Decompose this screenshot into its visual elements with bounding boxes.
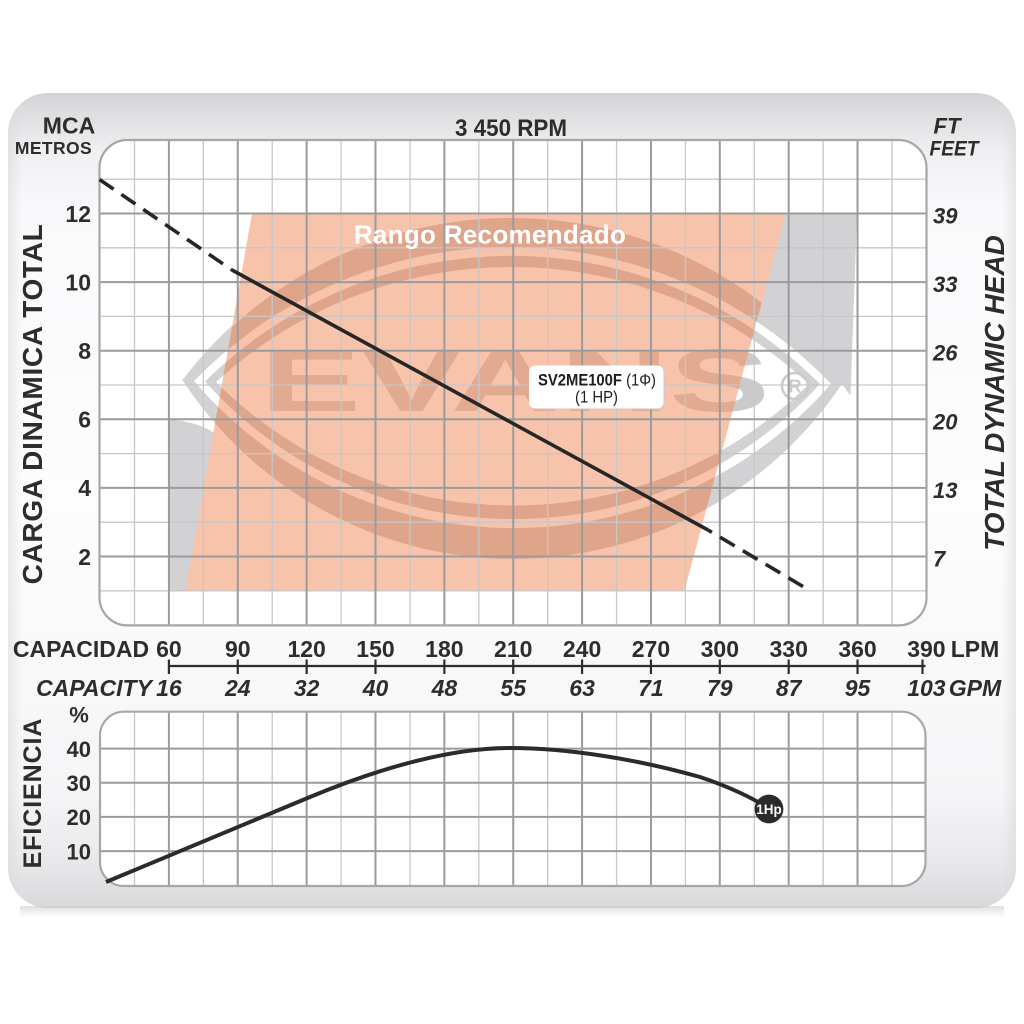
- svg-text:87: 87: [776, 675, 803, 701]
- svg-text:180: 180: [425, 636, 463, 662]
- svg-text:CAPACIDAD: CAPACIDAD: [13, 636, 149, 662]
- svg-text:10: 10: [65, 269, 91, 295]
- svg-text:120: 120: [287, 636, 325, 662]
- svg-text:FT: FT: [934, 114, 962, 139]
- svg-text:6: 6: [78, 407, 91, 433]
- svg-text:EFICIENCIA: EFICIENCIA: [19, 718, 47, 869]
- svg-text:71: 71: [638, 675, 664, 701]
- svg-text:240: 240: [563, 636, 601, 662]
- svg-text:48: 48: [431, 675, 458, 701]
- svg-text:METROS: METROS: [15, 138, 92, 158]
- svg-text:SV2ME100F (1Φ): SV2ME100F (1Φ): [538, 371, 656, 390]
- svg-text:90: 90: [225, 636, 251, 662]
- svg-text:270: 270: [632, 636, 670, 662]
- svg-text:7: 7: [933, 547, 947, 572]
- svg-text:40: 40: [362, 675, 389, 701]
- svg-text:39: 39: [933, 204, 958, 229]
- svg-text:26: 26: [932, 341, 958, 366]
- svg-text:24: 24: [224, 675, 251, 701]
- svg-text:1Hp: 1Hp: [756, 802, 782, 817]
- svg-text:Rango Recomendado: Rango Recomendado: [354, 220, 626, 250]
- svg-text:8: 8: [78, 338, 91, 364]
- svg-text:LPM: LPM: [951, 636, 1000, 662]
- svg-text:FEET: FEET: [930, 138, 981, 161]
- svg-text:150: 150: [356, 636, 394, 662]
- svg-text:300: 300: [701, 636, 739, 662]
- svg-text:390: 390: [907, 636, 945, 662]
- svg-text:330: 330: [769, 636, 807, 662]
- svg-text:55: 55: [500, 675, 527, 701]
- svg-text:10: 10: [67, 839, 91, 864]
- svg-text:30: 30: [67, 771, 91, 796]
- svg-text:32: 32: [294, 675, 320, 701]
- svg-text:40: 40: [67, 737, 91, 762]
- svg-text:MCA: MCA: [43, 113, 95, 139]
- svg-text:3 450 RPM: 3 450 RPM: [455, 115, 567, 142]
- svg-text:R: R: [789, 377, 802, 397]
- svg-text:210: 210: [494, 636, 532, 662]
- svg-text:20: 20: [67, 805, 91, 830]
- svg-text:4: 4: [78, 475, 91, 501]
- svg-text:103: 103: [907, 675, 946, 701]
- svg-text:20: 20: [932, 409, 958, 434]
- svg-text:GPM: GPM: [949, 675, 1002, 701]
- svg-text:12: 12: [65, 201, 91, 227]
- svg-text:2: 2: [78, 544, 91, 570]
- svg-text:EVANS: EVANS: [260, 330, 770, 430]
- svg-text:95: 95: [845, 675, 872, 701]
- svg-text:63: 63: [569, 675, 595, 701]
- svg-text:(1 HP): (1 HP): [575, 388, 618, 407]
- svg-text:60: 60: [156, 636, 182, 662]
- svg-text:CARGA DINAMICA TOTAL: CARGA DINAMICA TOTAL: [17, 224, 48, 585]
- svg-text:TOTAL DYNAMIC HEAD: TOTAL DYNAMIC HEAD: [979, 235, 1010, 551]
- svg-text:33: 33: [933, 272, 957, 297]
- svg-text:16: 16: [156, 675, 182, 701]
- svg-text:CAPACITY: CAPACITY: [36, 675, 155, 701]
- svg-text:360: 360: [838, 636, 876, 662]
- svg-text:79: 79: [707, 675, 733, 701]
- svg-text:13: 13: [933, 478, 957, 503]
- svg-text:%: %: [69, 703, 89, 728]
